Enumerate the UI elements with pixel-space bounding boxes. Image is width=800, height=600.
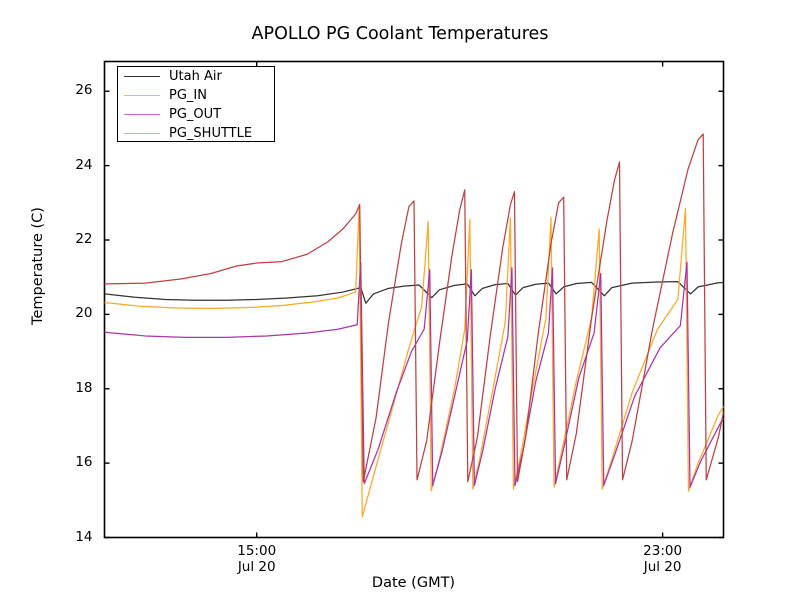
x-tick-time: 23:00 [643,542,683,559]
chart-legend: Utah Air PG_IN PG_OUT PG_SHUTTLE [117,66,275,142]
legend-label: PG_OUT [169,107,222,122]
legend-item: PG_SHUTTLE [118,124,274,143]
legend-color-swatch [124,133,160,134]
x-tick-label: 15:00 Jul 20 [207,543,307,575]
axis-tick-marks [104,61,724,539]
legend-color-swatch [124,114,160,115]
y-tick-label: 18 [75,379,93,396]
x-tick-time: 15:00 [237,542,277,559]
legend-item: PG_IN [118,86,274,105]
x-axis-label: Date (GMT) [371,575,456,591]
y-tick-label: 14 [75,528,93,545]
legend-item: PG_OUT [118,105,274,124]
x-tick-date: Jul 20 [643,558,682,575]
axes-border [103,60,725,539]
y-axis-label: Temperature (C) [30,207,46,325]
data-series-group [104,133,724,518]
y-tick-label: 20 [75,305,93,322]
legend-color-swatch [124,95,160,96]
page-title: APOLLO PG Coolant Temperatures [251,24,549,44]
legend-item: Utah Air [118,67,274,86]
series-line-pg-shuttle [104,133,724,483]
x-tick-date: Jul 20 [237,558,276,575]
legend-label: PG_SHUTTLE [169,126,253,141]
legend-label: Utah Air [169,69,222,84]
y-tick-label: 26 [75,82,93,99]
series-line-pg-out [104,261,724,488]
x-tick-label: 23:00 Jul 20 [613,543,713,575]
y-tick-label: 22 [75,231,93,247]
y-tick-label: 24 [75,156,93,173]
series-line-utah-air [104,281,724,304]
series-line-pg-in [104,204,724,518]
legend-color-swatch [124,76,160,77]
y-tick-label: 16 [75,454,93,471]
legend-label: PG_IN [169,88,207,103]
